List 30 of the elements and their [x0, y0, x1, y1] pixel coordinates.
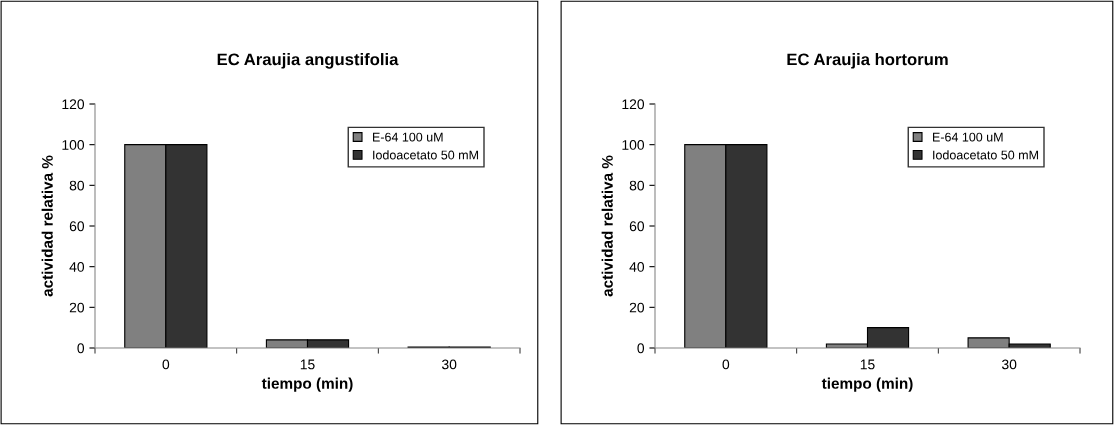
y-tick-label: 0: [77, 343, 85, 354]
x-tick-label: 30: [441, 359, 457, 370]
x-tick-label: 0: [162, 359, 170, 370]
y-tick-label: 60: [69, 221, 85, 232]
chart-title: EC Araujia angustifolia: [217, 53, 399, 69]
y-tick-label: 0: [637, 343, 645, 354]
y-tick-label: 80: [629, 180, 645, 191]
x-axis-title: tiempo (min): [821, 377, 913, 392]
y-tick-label: 60: [629, 221, 645, 232]
y-tick-label: 20: [69, 302, 85, 313]
y-tick-label: 120: [622, 99, 645, 110]
x-tick-label: 30: [1001, 359, 1017, 370]
x-tick-label: 15: [300, 359, 315, 370]
y-tick-label: 100: [62, 140, 85, 150]
y-tick-label: 20: [629, 302, 645, 313]
x-tick-label: 0: [722, 359, 730, 370]
y-axis-title: actividad relativa %: [601, 155, 613, 297]
y-tick-label: 100: [622, 140, 645, 150]
legend-label: Iodoacetato 50 mM: [933, 150, 1038, 160]
x-axis-title: tiempo (min): [261, 377, 353, 392]
legend-label: Iodoacetato 50 mM: [373, 150, 478, 160]
y-tick-label: 120: [62, 99, 85, 110]
legend-label: E-64 100 uM: [933, 132, 1003, 142]
y-tick-label: 40: [69, 262, 85, 272]
y-axis-title: actividad relativa %: [41, 155, 53, 297]
legend-label: E-64 100 uM: [373, 132, 443, 142]
y-tick-label: 80: [69, 180, 85, 191]
x-tick-label: 15: [860, 359, 875, 370]
chart-title: EC Araujia hortorum: [787, 53, 948, 69]
y-tick-label: 40: [629, 262, 645, 272]
